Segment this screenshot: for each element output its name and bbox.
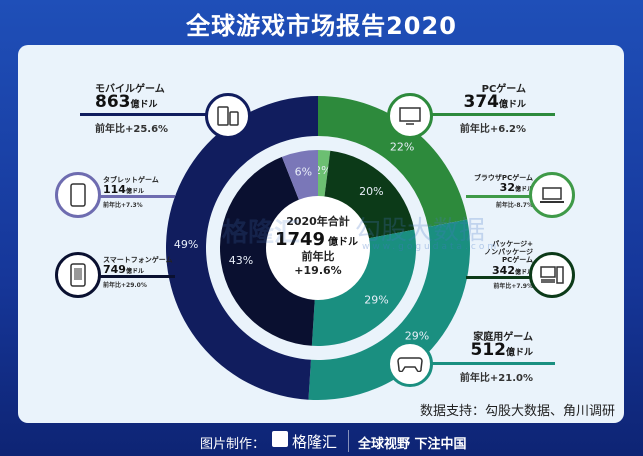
package-pc-unit: 億ドル — [514, 269, 533, 276]
mobile-devices-icon — [205, 93, 251, 139]
browser-yoy: 前年比-8.7% — [495, 202, 533, 209]
mobile-unit: 億ドル — [130, 100, 158, 110]
monitor-icon — [387, 93, 433, 139]
center-label: 2020年合計 — [286, 214, 350, 228]
center-unit: 億ドル — [328, 235, 358, 248]
console-amount: 512 — [470, 340, 506, 360]
tablet-unit: 億ドル — [125, 188, 144, 195]
outer-pct-label: 29% — [405, 329, 429, 342]
tablet-yoy: 前年比+7.3% — [103, 202, 143, 209]
browser-unit: 億ドル — [514, 186, 533, 193]
gelonghui-logo-icon — [272, 431, 288, 447]
desktop-pc-icon — [529, 252, 575, 298]
pc-yoy: 前年比+6.2% — [459, 124, 526, 135]
tablet-line — [100, 195, 175, 198]
inner-pct-label: 43% — [229, 254, 253, 267]
package-pc-line — [466, 276, 531, 279]
center-circle — [266, 196, 370, 300]
smartphone-line — [100, 275, 175, 278]
browser-label: ブラウザPCゲーム — [473, 174, 533, 182]
mobile-line — [80, 113, 210, 116]
tablet-value: 114億ドル — [103, 183, 144, 196]
smartphone-unit: 億ドル — [125, 268, 144, 275]
package-pc-amount: 342 — [492, 264, 515, 277]
console-unit: 億ドル — [505, 348, 533, 358]
made-by-label: 图片制作： — [200, 437, 266, 452]
console-yoy: 前年比+21.0% — [459, 373, 533, 384]
package-pc-label-line: PCゲーム — [501, 256, 533, 264]
outer-pct-label: 22% — [390, 140, 414, 153]
package-pc-label-line: ノンパッケージ — [484, 248, 533, 256]
pc-line — [430, 113, 555, 116]
console-line — [430, 362, 555, 365]
outer-slice — [165, 96, 318, 400]
smartphone-label: スマートフォンゲーム — [103, 256, 173, 264]
smartphone-yoy: 前年比+29.0% — [103, 282, 147, 289]
tablet-amount: 114 — [103, 183, 126, 196]
inner-pct-label: 2% — [314, 164, 331, 177]
page-title: 全球游戏市场报告2020 — [186, 12, 457, 40]
inner-pct-label: 29% — [364, 294, 388, 307]
mobile-yoy: 前年比+25.6% — [95, 124, 169, 135]
footer-slogan: 全球视野 下注中国 — [358, 437, 467, 452]
watermark-left: 格隆汇 — [222, 218, 301, 248]
inner-pct-label: 6% — [295, 165, 312, 178]
pc-unit: 億ドル — [498, 100, 526, 110]
center-yoy-label: 前年比 — [302, 249, 335, 263]
outer-slice — [318, 96, 468, 228]
smartphone-value: 749億ドル — [103, 263, 144, 276]
tablet-label: タブレットゲーム — [103, 176, 159, 184]
center-yoy: +19.6% — [294, 264, 341, 277]
outer-slice — [308, 219, 470, 400]
laptop-icon — [529, 172, 575, 218]
package-pc-label-line: パッケージ+ — [492, 240, 533, 248]
footer: 图片制作： 格隆汇 全球视野 下注中国 — [0, 428, 643, 456]
gamepad-icon — [387, 341, 433, 387]
console-label: 家庭用ゲーム — [473, 332, 533, 343]
footer-brand: 格隆汇 — [292, 433, 338, 451]
package-pc-yoy: 前年比+7.9% — [493, 283, 533, 290]
data-source: 数据支持：勾股大数据、角川调研 — [419, 404, 615, 419]
center-total: 1749 — [275, 229, 325, 250]
package-pc-value: 342億ドル — [492, 264, 533, 277]
browser-line — [466, 195, 531, 198]
browser-value: 32億ドル — [500, 181, 533, 194]
outer-pct-label: 49% — [174, 238, 198, 251]
watermark-right: 勾股大数据 — [355, 216, 486, 246]
console-value: 512億ドル — [470, 340, 533, 360]
tablet-icon — [55, 172, 101, 218]
footer-divider — [348, 430, 349, 452]
smartphone-icon — [55, 252, 101, 298]
mobile-amount: 863 — [95, 92, 131, 112]
browser-amount: 32 — [499, 181, 515, 194]
pc-amount: 374 — [463, 92, 499, 112]
inner-pct-label: 20% — [359, 185, 383, 198]
mobile-label: モバイルゲーム — [95, 84, 165, 95]
pc-label: PCゲーム — [481, 84, 526, 95]
smartphone-amount: 749 — [103, 263, 126, 276]
pc-value: 374億ドル — [463, 92, 526, 112]
package-pc-label: パッケージ+ ノンパッケージ PCゲーム — [484, 240, 533, 264]
watermark-url: www.gogudata.com — [362, 242, 500, 252]
mobile-value: 863億ドル — [95, 92, 158, 112]
